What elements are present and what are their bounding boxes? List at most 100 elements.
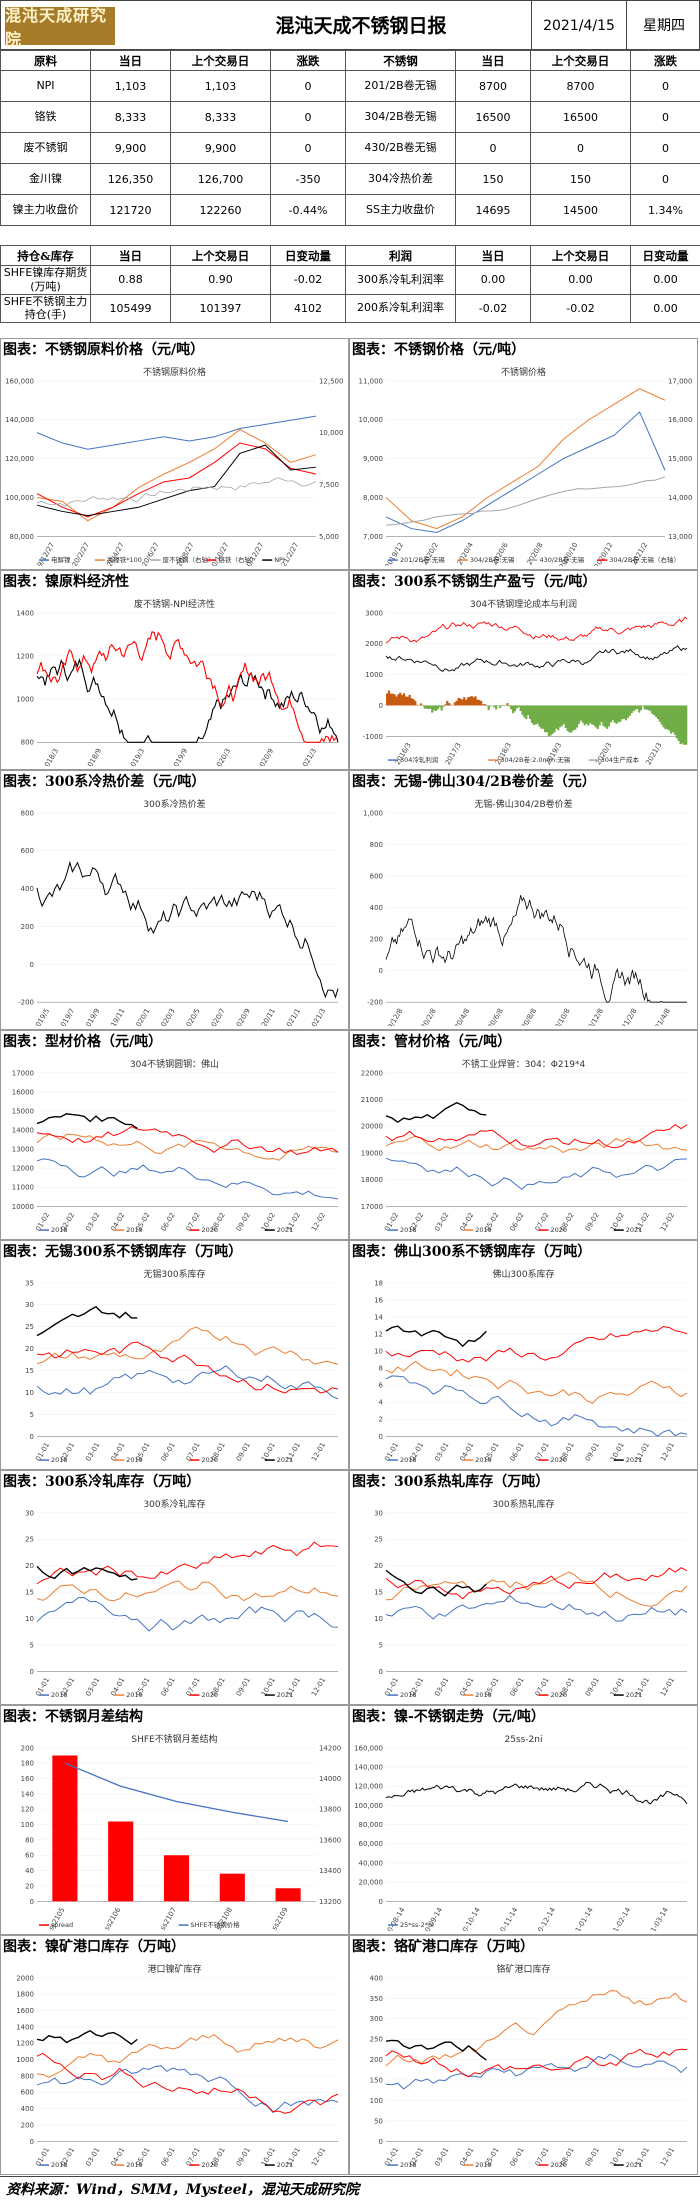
bar xyxy=(668,705,670,730)
y-tick-label: 7,000 xyxy=(363,533,383,541)
x-tick-label: 03-01 xyxy=(84,1441,101,1462)
bar xyxy=(674,705,676,734)
bar xyxy=(512,705,514,713)
table-cell: 122260 xyxy=(171,195,271,226)
y2-tick-label: 14,000 xyxy=(668,494,692,502)
y-tick-label: 100 xyxy=(370,2097,383,2105)
bar xyxy=(394,694,396,705)
y-tick-label: 600 xyxy=(370,872,383,880)
chart-title: 300系冷热价差 xyxy=(143,798,205,810)
x-tick-label: 2020/11 xyxy=(256,1007,277,1026)
bar xyxy=(489,705,491,706)
bar xyxy=(642,705,644,706)
table-cell: 0.00 xyxy=(531,266,631,295)
bar xyxy=(516,705,518,708)
bar xyxy=(570,705,572,732)
column-header: 当日 xyxy=(91,246,171,266)
table-cell: 304/2B卷无锡 xyxy=(346,102,456,133)
x-tick-label: 2019/9 xyxy=(170,747,189,766)
legend-label: 2019 xyxy=(126,2161,143,2169)
bar xyxy=(685,705,687,744)
bar xyxy=(678,705,680,740)
chart-svg: 无锡-佛山304/2B卷价差1,0008006004002000-2002019… xyxy=(352,797,695,1026)
y-tick-label: 35 xyxy=(25,1279,34,1287)
x-tick-label: 2018/9 xyxy=(84,747,103,766)
bar xyxy=(523,705,525,717)
report-header: 混沌天成研究院 混沌天成不锈钢日报 2021/4/15 星期四 xyxy=(0,0,700,50)
legend-label: SHFE不锈钢价格 xyxy=(191,1920,241,1929)
legend-label: 2020 xyxy=(202,1226,219,1234)
legend-label: 2020 xyxy=(201,2161,218,2169)
x-tick-label: 2020/3 xyxy=(157,1007,176,1026)
legend-label: 304生产成本 xyxy=(601,755,640,764)
y-tick-label: 80 xyxy=(25,1836,34,1844)
chart-svg: 不锈钢原料价格160,000140,000120,000100,00080,00… xyxy=(3,365,346,566)
table-cell: 0 xyxy=(631,102,700,133)
bar xyxy=(439,705,441,707)
y-tick-label: 5 xyxy=(30,1641,34,1649)
x-tick-label: 03-01 xyxy=(433,1441,450,1462)
bar xyxy=(559,705,561,727)
legend-label: 25*ss-2*ni xyxy=(400,1921,434,1929)
chart-panel-title: 图表：无锡-佛山304/2B卷价差（元） xyxy=(352,771,596,791)
bar xyxy=(681,705,683,743)
bar xyxy=(572,705,574,730)
x-tick-label: 09-01 xyxy=(584,1676,601,1697)
chart-title: 304不锈钢理论成本与利润 xyxy=(470,598,577,610)
y-tick-label: 14 xyxy=(374,1313,383,1321)
series-line xyxy=(386,1125,687,1148)
y-tick-label: 160 xyxy=(21,1775,34,1783)
bar xyxy=(557,705,559,730)
bar xyxy=(535,705,537,724)
chart-title: 304不锈钢圆钢：佛山 xyxy=(130,1058,219,1070)
column-header: 上个交易日 xyxy=(171,51,271,71)
x-tick-label: 2020/6/8 xyxy=(482,1007,505,1026)
x-tick-label: 12-02 xyxy=(310,1211,327,1232)
x-tick-label: 2020-10-14 xyxy=(455,1906,483,1931)
chart-panel-title: 图表：300系冷轧库存（万吨） xyxy=(3,1471,200,1491)
legend-label: 2020 xyxy=(551,2161,568,2169)
table-cell: 0 xyxy=(271,71,346,102)
bar xyxy=(679,705,681,744)
series-line xyxy=(386,1361,687,1403)
table-cell: 0 xyxy=(271,133,346,164)
y-tick-label: 5 xyxy=(379,1641,383,1649)
bar xyxy=(600,705,602,721)
chart-panel-title: 图表：型材价格（元/吨） xyxy=(3,1031,162,1051)
table-cell: 8700 xyxy=(531,71,631,102)
y-tick-label: 0 xyxy=(30,1898,34,1906)
bar xyxy=(561,705,563,725)
bar xyxy=(623,705,625,718)
series-line xyxy=(37,478,316,506)
x-tick-label: 12-01 xyxy=(659,2146,676,2167)
y-tick-label: 0 xyxy=(379,967,383,975)
y-tick-label: 20 xyxy=(25,1562,34,1570)
series-line xyxy=(37,632,338,743)
chart-title: 铬矿港口库存 xyxy=(497,1963,551,1975)
table-cell: 9,900 xyxy=(91,133,171,164)
table-cell: 1,103 xyxy=(91,71,171,102)
chart-panel-title: 图表：不锈钢月差结构 xyxy=(3,1706,143,1726)
bar xyxy=(531,705,533,722)
bar xyxy=(407,697,409,706)
table-cell: SHFE不锈钢主力持仓(手) xyxy=(1,294,91,323)
x-tick-label: 2019/9 xyxy=(82,1007,101,1026)
bar xyxy=(589,705,591,723)
y-tick-label: 10,000 xyxy=(359,416,383,424)
chart-panel-title: 图表：铬矿港口库存（万吨） xyxy=(352,1936,534,1956)
x-tick-label: 12-01 xyxy=(659,1441,676,1462)
bar xyxy=(426,705,428,708)
bar xyxy=(548,705,550,736)
series-line xyxy=(37,1114,137,1129)
y-tick-label: 22000 xyxy=(361,1069,383,1077)
legend-label: 2021 xyxy=(277,2161,294,2169)
y-tick-label: 350 xyxy=(370,1995,383,2003)
